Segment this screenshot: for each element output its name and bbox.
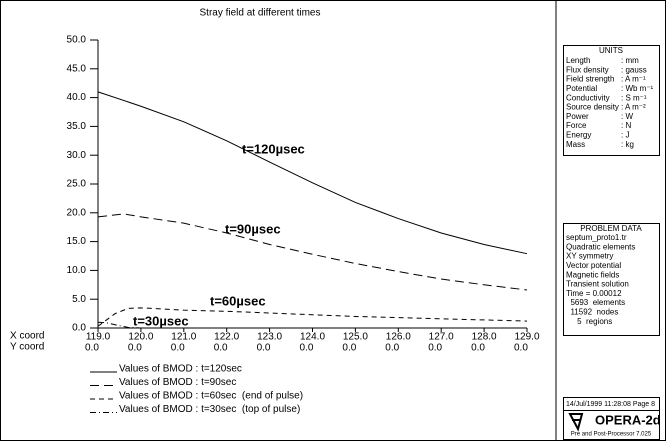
- annotation: t=60µsec: [210, 293, 266, 308]
- unit-value: : S m⁻¹: [621, 93, 647, 102]
- unit-name: Energy: [566, 131, 591, 140]
- logo: OPERA-2d: [595, 412, 661, 427]
- y-coord-value: 0.0: [128, 343, 142, 354]
- unit-name: Flux density: [566, 65, 609, 74]
- x-tick-label: 121.0: [171, 332, 196, 343]
- x-tick-label: 124.0: [300, 332, 325, 343]
- logo-icon: [568, 413, 584, 432]
- x-tick-label: 127.0: [429, 332, 454, 343]
- unit-value: : A m⁻¹: [621, 75, 646, 84]
- x-tick-label: 119.0: [86, 332, 111, 343]
- line-series: [97, 91, 528, 255]
- problem-line: 5693 elements: [566, 298, 625, 307]
- problem-line: septum_proto1.tr: [566, 233, 627, 242]
- logo-box: [563, 410, 660, 440]
- y-tick-label: 40.0: [67, 92, 87, 103]
- x-tick-label: 125.0: [343, 332, 368, 343]
- unit-name: Length: [566, 56, 590, 65]
- annotation: t=120µsec: [242, 141, 305, 156]
- product: Pre and Post-Processor 7.025: [571, 432, 652, 438]
- legend-label: Values of BMOD : t=30sec (top of pulse): [119, 404, 300, 415]
- problem-line: Magnetic fields: [566, 270, 619, 279]
- y-coord-value: 0.0: [514, 343, 528, 354]
- chart-title: Stray field at different times: [200, 8, 321, 19]
- unit-name: Field strength: [566, 75, 614, 84]
- y-tick-label: 15.0: [67, 236, 87, 247]
- x-tick-label: 128.0: [472, 332, 497, 343]
- unit-value: : A m⁻²: [621, 103, 646, 112]
- x-tick-label: 120.0: [128, 332, 153, 343]
- unit-value: : mm: [621, 56, 639, 65]
- unit-name: Conductivity: [566, 93, 610, 102]
- y-coord-value: 0.0: [428, 343, 442, 354]
- y-tick-label: 20.0: [67, 207, 87, 218]
- y-coord-value: 0.0: [300, 343, 314, 354]
- unit-name: Mass: [566, 140, 585, 149]
- unit-value: : gauss: [621, 65, 647, 74]
- y-coord-value: 0.0: [214, 343, 228, 354]
- units-title: UNITS: [599, 46, 623, 55]
- annotation: t=30µsec: [133, 313, 189, 328]
- problem-line: 11592 nodes: [566, 308, 618, 317]
- y-coord-value: 0.0: [385, 343, 399, 354]
- legend-label: Values of BMOD : t=60sec (end of pulse): [119, 391, 303, 402]
- y-tick-label: 45.0: [67, 63, 87, 74]
- x-tick-label: 122.0: [214, 332, 239, 343]
- unit-name: Potential: [566, 84, 597, 93]
- y-coord-value: 0.0: [171, 343, 185, 354]
- y-tick-label: 25.0: [67, 179, 87, 190]
- unit-name: Source density: [566, 103, 619, 112]
- line-series: [97, 213, 528, 291]
- y-coord-value: 0.0: [471, 343, 485, 354]
- unit-value: : N: [621, 121, 631, 130]
- y-tick-label: 30.0: [67, 150, 87, 161]
- problem-line: Vector potential: [566, 261, 621, 270]
- units-box: [563, 45, 660, 156]
- y-tick-label: 10.0: [67, 265, 87, 276]
- problem-line: Transient solution: [566, 280, 629, 289]
- x-tick-label: 126.0: [386, 332, 411, 343]
- y-coord-value: 0.0: [342, 343, 356, 354]
- unit-value: : kg: [621, 140, 634, 149]
- problem-box: [563, 223, 660, 336]
- x-tick-label: 129.0: [514, 332, 539, 343]
- problem-line: XY symmetry: [566, 252, 613, 261]
- y-tick-label: 0.0: [72, 323, 86, 334]
- y-tick-label: 50.0: [67, 35, 87, 46]
- legend-label: Values of BMOD : t=90sec: [119, 377, 236, 388]
- annotation: t=90µsec: [225, 221, 281, 236]
- legend-label: Values of BMOD : t=120sec: [119, 364, 242, 375]
- unit-name: Power: [566, 112, 589, 121]
- y-tick-label: 35.0: [67, 121, 87, 132]
- x-axis-label: X coord: [10, 331, 44, 342]
- unit-value: : J: [621, 131, 629, 140]
- y-tick-label: 5.0: [72, 294, 86, 305]
- unit-value: : W: [621, 112, 633, 121]
- y-coord-label: Y coord: [10, 342, 44, 353]
- y-coord-value: 0.0: [257, 343, 271, 354]
- x-tick-label: 123.0: [257, 332, 282, 343]
- problem-title: PROBLEM DATA: [580, 224, 642, 233]
- date: 14/Jul/1999 11:28:08 Page 8: [566, 401, 655, 408]
- y-coord-value: 0.0: [85, 343, 99, 354]
- problem-line: Time = 0.00012: [566, 289, 622, 298]
- line-series: [97, 321, 141, 329]
- problem-line: 5 regions: [566, 317, 612, 326]
- unit-value: : Wb m⁻¹: [621, 84, 654, 93]
- problem-line: Quadratic elements: [566, 242, 635, 251]
- unit-name: Force: [566, 121, 587, 130]
